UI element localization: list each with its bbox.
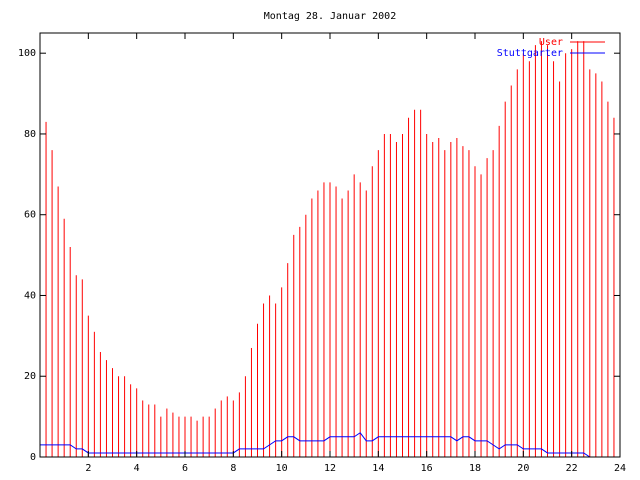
legend-label: Stuttgarter <box>497 48 563 59</box>
line <box>40 432 614 458</box>
legend-label: User <box>539 37 563 48</box>
x-tick-label: 24 <box>614 463 626 474</box>
y-tick-label: 80 <box>24 129 36 140</box>
x-tick-label: 22 <box>566 463 578 474</box>
x-tick-label: 18 <box>469 463 481 474</box>
y-tick-label: 20 <box>24 371 36 382</box>
x-tick-label: 2 <box>85 463 91 474</box>
chart-title: Montag 28. Januar 2002 <box>264 11 396 22</box>
x-tick-label: 14 <box>372 463 384 474</box>
x-tick-label: 20 <box>517 463 529 474</box>
x-tick-label: 10 <box>276 463 288 474</box>
x-tick-label: 16 <box>421 463 433 474</box>
y-tick-label: 0 <box>30 452 36 463</box>
x-tick-label: 4 <box>134 463 140 474</box>
y-tick-label: 40 <box>24 290 36 301</box>
x-tick-label: 12 <box>324 463 336 474</box>
y-tick-label: 100 <box>18 48 36 59</box>
x-tick-label: 8 <box>230 463 236 474</box>
x-tick-label: 6 <box>182 463 188 474</box>
y-tick-label: 60 <box>24 210 36 221</box>
